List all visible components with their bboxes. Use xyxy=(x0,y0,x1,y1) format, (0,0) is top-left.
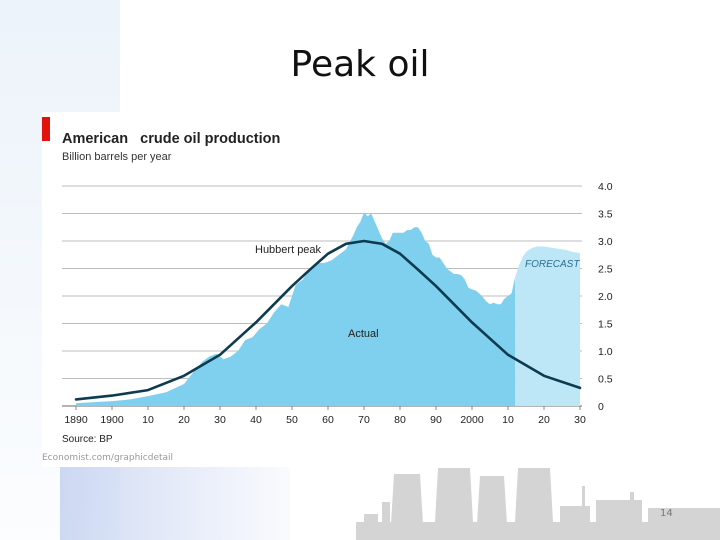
x-tick-label: 30 xyxy=(214,414,226,426)
y-tick-label: 4.0 xyxy=(598,181,613,193)
x-tick-label: 1890 xyxy=(64,414,88,426)
x-tick-label: 2000 xyxy=(460,414,484,426)
x-tick-label: 70 xyxy=(358,414,370,426)
x-tick-label: 40 xyxy=(250,414,262,426)
chart-svg: American crude oil production Billion ba… xyxy=(42,117,613,445)
y-tick-label: 2.0 xyxy=(598,291,613,303)
area-layer xyxy=(76,212,580,406)
series-area-forecast xyxy=(515,246,580,406)
x-tick-label: 20 xyxy=(178,414,190,426)
y-tick-label: 3.5 xyxy=(598,209,613,221)
y-tick-label: 0 xyxy=(598,401,604,413)
series-line-hubbert xyxy=(74,239,582,401)
y-tick-label: 1.5 xyxy=(598,319,613,331)
line-layer xyxy=(74,239,582,401)
x-tick-label: 90 xyxy=(430,414,442,426)
y-tick-label: 2.5 xyxy=(598,264,613,276)
chart-credit: Economist.com/graphicdetail xyxy=(42,453,174,463)
x-tick-label: 10 xyxy=(502,414,514,426)
chart-title: American crude oil production xyxy=(62,131,280,147)
page-number: 14 xyxy=(660,508,673,519)
y-tick-label: 0.5 xyxy=(598,374,613,386)
annotation-actual: Actual xyxy=(348,328,379,340)
x-tick-label: 60 xyxy=(322,414,334,426)
x-tick-label: 20 xyxy=(538,414,550,426)
annotation-hubbert-peak: Hubbert peak xyxy=(255,244,322,256)
slide-title: Peak oil xyxy=(290,44,430,85)
chart-source: Source: BP xyxy=(62,434,113,445)
series-area-actual xyxy=(76,212,516,406)
industrial-skyline-decoration xyxy=(356,468,720,540)
y-tick-label: 1.0 xyxy=(598,346,613,358)
x-tick-label: 10 xyxy=(142,414,154,426)
x-tick-label: 30 xyxy=(574,414,586,426)
chart-figure: American crude oil production Billion ba… xyxy=(42,112,632,467)
annotation-forecast: FORECAST xyxy=(525,259,580,270)
x-tick-label: 50 xyxy=(286,414,298,426)
chart-subtitle: Billion barrels per year xyxy=(62,151,172,163)
background-wash-bottom xyxy=(60,465,290,540)
tick-labels: 0 0.5 1.0 1.5 2.0 2.5 3.0 3.5 4.0 1890 1900 10 20 30 4… xyxy=(64,181,612,426)
red-accent-bar xyxy=(42,117,50,141)
x-tick-label: 80 xyxy=(394,414,406,426)
y-tick-label: 3.0 xyxy=(598,236,613,248)
x-tick-label: 1900 xyxy=(100,414,124,426)
